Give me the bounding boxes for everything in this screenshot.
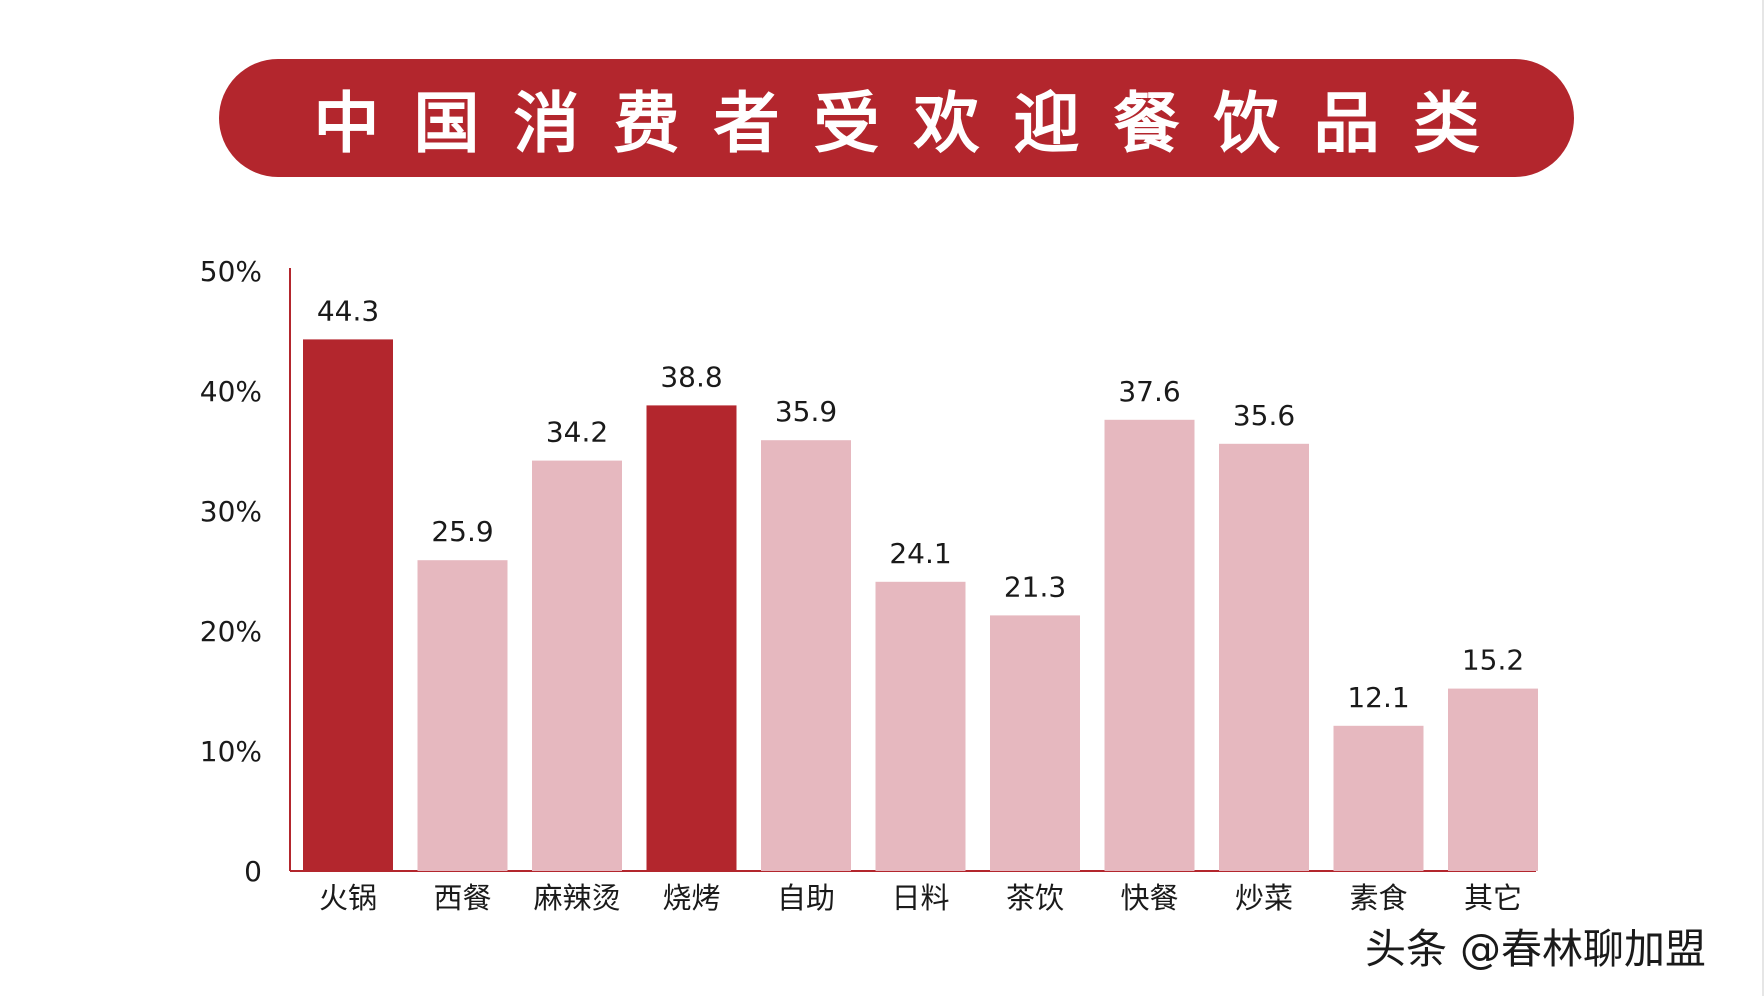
bar [761, 440, 851, 871]
y-tick-label: 20% [200, 615, 262, 648]
bar [1219, 443, 1309, 871]
bar-value-label: 24.1 [889, 537, 951, 570]
x-tick-label: 西餐 [433, 881, 491, 915]
x-tick-label: 火锅 [319, 881, 377, 915]
title-banner: 中国消费者受欢迎餐饮品类 [219, 59, 1574, 177]
chart-title: 中国消费者受欢迎餐饮品类 [313, 84, 1514, 162]
x-tick-label: 自助 [777, 881, 835, 915]
bar-value-label: 15.2 [1462, 644, 1524, 677]
bar [1104, 419, 1195, 871]
bar-value-label: 12.1 [1347, 681, 1409, 714]
x-tick-label: 其它 [1464, 881, 1522, 915]
y-tick-label: 30% [200, 495, 262, 528]
bar [875, 581, 966, 871]
bar-value-label: 38.8 [660, 360, 722, 393]
bar [646, 405, 737, 871]
x-tick-label: 素食 [1349, 881, 1407, 915]
bar-value-label: 35.9 [775, 395, 837, 428]
bar-value-label: 21.3 [1004, 570, 1066, 603]
y-tick-label: 40% [200, 375, 262, 408]
x-tick-label: 快餐 [1120, 881, 1178, 915]
y-tick-label: 50% [200, 255, 262, 288]
x-tick-label: 麻辣烫 [533, 881, 620, 915]
bar-value-label: 44.3 [317, 294, 379, 327]
bar [1448, 688, 1538, 871]
bar [1333, 725, 1424, 871]
y-tick-label: 10% [200, 735, 262, 768]
bar-value-label: 35.6 [1233, 399, 1295, 432]
bar [417, 560, 508, 871]
right-edge-line [1762, 0, 1764, 996]
watermark: 头条 @春林聊加盟 [1365, 925, 1707, 973]
x-tick-label: 日料 [891, 881, 949, 915]
bar-value-label: 37.6 [1118, 375, 1180, 408]
bar [990, 615, 1080, 871]
x-tick-label: 炒菜 [1235, 881, 1293, 915]
bar [532, 460, 622, 871]
bar-value-label: 25.9 [431, 515, 493, 548]
bar-value-label: 34.2 [546, 416, 608, 449]
x-tick-label: 烧烤 [662, 881, 720, 915]
x-tick-label: 茶饮 [1006, 881, 1064, 915]
bar [303, 339, 393, 871]
y-tick-label: 0 [244, 855, 262, 888]
